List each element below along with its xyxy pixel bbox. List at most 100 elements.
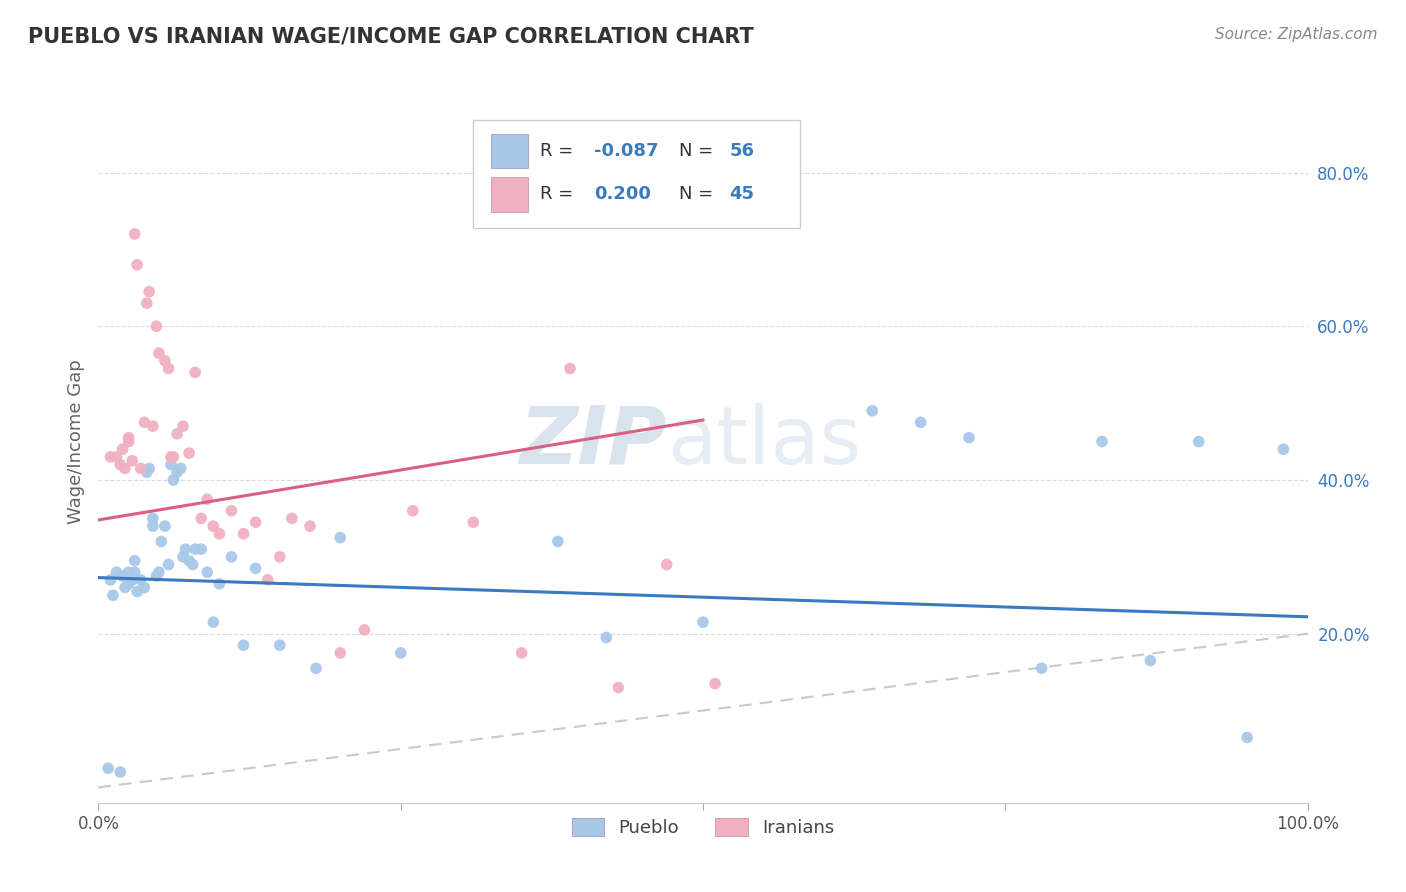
Point bbox=[118, 565, 141, 579]
Point bbox=[245, 561, 267, 575]
Point bbox=[127, 584, 149, 599]
Point bbox=[105, 565, 128, 579]
Y-axis label: Wage/Income Gap: Wage/Income Gap bbox=[66, 359, 84, 524]
Text: 56: 56 bbox=[730, 142, 755, 160]
Point bbox=[145, 569, 167, 583]
Point bbox=[463, 515, 485, 529]
Point bbox=[148, 565, 170, 579]
Point bbox=[269, 549, 291, 564]
Point bbox=[142, 519, 165, 533]
Point bbox=[1139, 654, 1161, 668]
Point bbox=[100, 450, 122, 464]
Point bbox=[305, 661, 328, 675]
Text: Source: ZipAtlas.com: Source: ZipAtlas.com bbox=[1215, 27, 1378, 42]
Point bbox=[124, 565, 146, 579]
Point bbox=[692, 615, 714, 630]
Point bbox=[150, 534, 173, 549]
Point bbox=[172, 549, 194, 564]
Point bbox=[208, 576, 231, 591]
Point bbox=[100, 573, 122, 587]
Text: -0.087: -0.087 bbox=[595, 142, 658, 160]
Point bbox=[547, 534, 569, 549]
Point bbox=[142, 511, 165, 525]
Text: R =: R = bbox=[540, 186, 585, 203]
Point bbox=[114, 581, 136, 595]
Point bbox=[221, 549, 243, 564]
Point bbox=[101, 588, 124, 602]
Point bbox=[1236, 731, 1258, 745]
Point bbox=[232, 638, 254, 652]
Point bbox=[129, 573, 152, 587]
Point bbox=[97, 761, 120, 775]
Point bbox=[184, 542, 207, 557]
Point bbox=[162, 473, 184, 487]
Text: PUEBLO VS IRANIAN WAGE/INCOME GAP CORRELATION CHART: PUEBLO VS IRANIAN WAGE/INCOME GAP CORREL… bbox=[28, 27, 754, 46]
Point bbox=[172, 419, 194, 434]
Point bbox=[860, 404, 883, 418]
Point bbox=[1091, 434, 1114, 449]
Point bbox=[184, 365, 207, 379]
Point bbox=[1031, 661, 1053, 675]
Point bbox=[124, 227, 146, 241]
Point bbox=[153, 354, 176, 368]
Point bbox=[142, 419, 165, 434]
Point bbox=[138, 461, 160, 475]
Point bbox=[256, 573, 278, 587]
Point bbox=[208, 526, 231, 541]
Point bbox=[607, 681, 630, 695]
Text: 0.200: 0.200 bbox=[595, 186, 651, 203]
Text: N =: N = bbox=[679, 142, 718, 160]
Point bbox=[160, 458, 183, 472]
Point bbox=[160, 450, 183, 464]
Point bbox=[179, 554, 201, 568]
Point bbox=[389, 646, 412, 660]
FancyBboxPatch shape bbox=[492, 178, 527, 211]
Point bbox=[153, 519, 176, 533]
Point bbox=[269, 638, 291, 652]
Text: atlas: atlas bbox=[666, 402, 860, 481]
Point bbox=[135, 296, 157, 310]
Point bbox=[195, 565, 218, 579]
Point bbox=[195, 492, 218, 507]
Point bbox=[281, 511, 304, 525]
Point bbox=[169, 461, 191, 475]
Point bbox=[202, 519, 225, 533]
Point bbox=[157, 558, 180, 572]
Point bbox=[329, 646, 352, 660]
Text: ZIP: ZIP bbox=[519, 402, 666, 481]
Point bbox=[121, 573, 143, 587]
Point bbox=[108, 765, 131, 780]
Point bbox=[221, 504, 243, 518]
Point bbox=[162, 450, 184, 464]
Point bbox=[129, 461, 152, 475]
Point bbox=[124, 554, 146, 568]
Point bbox=[118, 576, 141, 591]
Point bbox=[118, 431, 141, 445]
Text: 45: 45 bbox=[730, 186, 755, 203]
Point bbox=[174, 542, 197, 557]
Point bbox=[510, 646, 533, 660]
Point bbox=[111, 569, 134, 583]
Point bbox=[595, 631, 617, 645]
Point bbox=[135, 465, 157, 479]
Legend: Pueblo, Iranians: Pueblo, Iranians bbox=[564, 811, 842, 845]
Point bbox=[190, 511, 212, 525]
Point bbox=[114, 461, 136, 475]
Point bbox=[179, 446, 201, 460]
Point bbox=[353, 623, 375, 637]
Point bbox=[148, 346, 170, 360]
Point bbox=[202, 615, 225, 630]
Point bbox=[655, 558, 678, 572]
Point bbox=[402, 504, 425, 518]
Point bbox=[127, 258, 149, 272]
Point bbox=[299, 519, 322, 533]
Point bbox=[232, 526, 254, 541]
Point bbox=[166, 426, 188, 441]
Point bbox=[105, 450, 128, 464]
Point bbox=[245, 515, 267, 529]
Point bbox=[181, 558, 204, 572]
Point bbox=[108, 458, 131, 472]
Point bbox=[138, 285, 160, 299]
Text: N =: N = bbox=[679, 186, 718, 203]
Point bbox=[134, 581, 156, 595]
